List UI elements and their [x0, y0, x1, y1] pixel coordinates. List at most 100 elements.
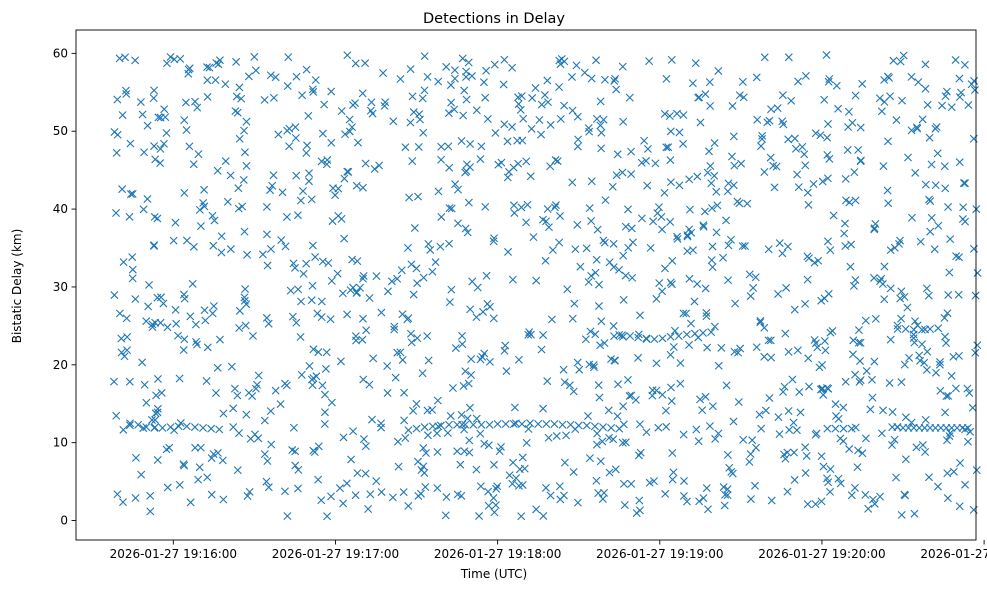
scatter-point — [584, 124, 593, 133]
scatter-point — [251, 66, 260, 75]
scatter-point — [940, 332, 949, 341]
scatter-point — [309, 87, 318, 96]
scatter-point — [569, 467, 578, 476]
scatter-point — [117, 348, 126, 357]
scatter-point — [314, 475, 323, 484]
scatter-point — [635, 496, 644, 505]
scatter-point — [943, 436, 951, 445]
scatter-point — [793, 170, 802, 179]
scatter-point — [943, 469, 952, 478]
scatter-point — [422, 449, 430, 457]
scatter-point — [520, 464, 529, 473]
scatter-point — [740, 242, 749, 251]
scatter-point — [458, 54, 467, 63]
scatter-point — [214, 60, 223, 69]
y-tick-label: 60 — [53, 46, 68, 60]
y-tick-label: 10 — [53, 436, 68, 450]
scatter-point — [912, 443, 921, 452]
scatter-point — [242, 410, 251, 419]
scatter-point — [774, 290, 783, 298]
scatter-point — [817, 452, 826, 461]
scatter-point — [957, 88, 966, 97]
scatter-point — [960, 60, 969, 69]
scatter-point — [696, 118, 705, 127]
scatter-point — [163, 483, 172, 492]
scatter-point — [464, 198, 473, 207]
scatter-point — [391, 373, 400, 382]
scatter-point — [293, 211, 302, 220]
scatter-point — [482, 271, 491, 280]
scatter-point — [804, 354, 813, 363]
scatter-point — [832, 81, 841, 90]
scatter-point — [700, 207, 709, 216]
scatter-point — [461, 367, 470, 376]
scatter-point — [600, 339, 609, 348]
scatter-point — [407, 338, 416, 347]
scatter-point — [851, 196, 860, 205]
scatter-point — [592, 56, 601, 65]
scatter-point — [899, 51, 908, 60]
scatter-point — [122, 314, 131, 323]
scatter-point — [675, 181, 684, 190]
scatter-point — [798, 142, 807, 151]
scatter-point — [327, 87, 336, 96]
scatter-point — [705, 78, 714, 87]
track-point — [574, 421, 583, 430]
scatter-point — [970, 86, 979, 95]
scatter-point — [907, 72, 916, 81]
scatter-point — [766, 336, 775, 345]
scatter-point — [508, 122, 517, 131]
scatter-point — [726, 235, 735, 244]
scatter-point — [569, 387, 578, 396]
scatter-point — [841, 196, 850, 205]
scatter-point — [751, 481, 759, 490]
scatter-point — [596, 457, 605, 466]
scatter-point — [947, 103, 956, 112]
scatter-point — [131, 494, 140, 502]
scatter-point — [927, 160, 936, 169]
scatter-point — [226, 245, 235, 254]
scatter-point — [760, 167, 769, 176]
scatter-point — [219, 495, 228, 504]
scatter-point — [935, 360, 944, 369]
scatter-point — [527, 124, 536, 133]
scatter-point — [443, 428, 452, 437]
scatter-point — [112, 209, 121, 217]
scatter-point — [593, 429, 602, 438]
scatter-point — [262, 313, 271, 322]
scatter-point — [136, 98, 145, 107]
scatter-point — [801, 161, 810, 170]
scatter-point — [893, 321, 902, 330]
scatter-point — [358, 335, 367, 344]
scatter-point — [170, 55, 179, 64]
scatter-point — [153, 404, 162, 413]
scatter-point — [911, 317, 920, 326]
scatter-point — [930, 245, 939, 254]
scatter-point — [612, 85, 621, 94]
scatter-point — [627, 170, 636, 179]
scatter-point — [563, 285, 572, 294]
scatter-point — [584, 278, 593, 287]
scatter-point — [714, 66, 723, 75]
scatter-point — [389, 117, 398, 126]
scatter-point — [490, 234, 499, 243]
scatter-point — [703, 168, 712, 177]
scatter-point — [645, 57, 654, 66]
scatter-point — [609, 321, 618, 330]
scatter-point — [883, 137, 892, 146]
x-tick-label: 2026-01-27 19:20:00 — [758, 547, 885, 561]
scatter-point — [701, 90, 710, 99]
scatter-point — [675, 128, 684, 137]
scatter-point — [923, 347, 932, 356]
scatter-point — [317, 297, 326, 306]
scatter-point — [414, 192, 422, 201]
scatter-point — [728, 102, 737, 111]
scatter-point — [665, 112, 674, 120]
scatter-point — [292, 171, 301, 180]
scatter-point — [343, 310, 352, 319]
scatter-point — [221, 157, 230, 166]
scatter-point — [479, 78, 488, 87]
scatter-point — [472, 414, 481, 423]
scatter-point — [258, 250, 267, 259]
scatter-point — [317, 496, 326, 505]
